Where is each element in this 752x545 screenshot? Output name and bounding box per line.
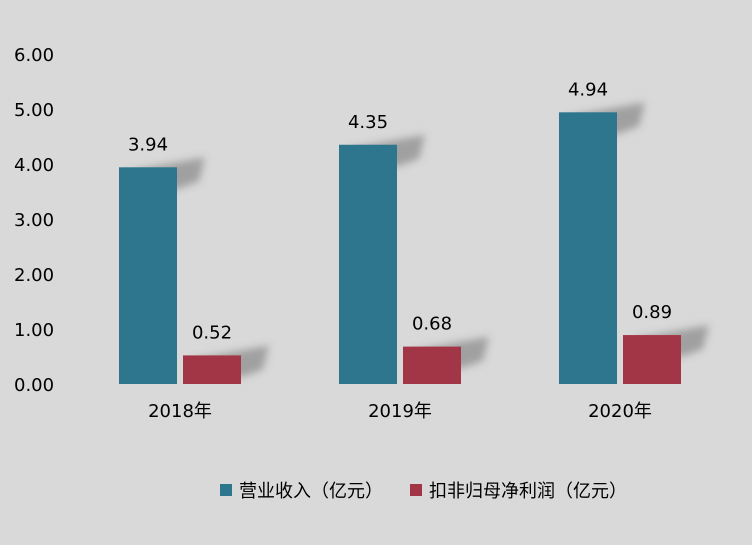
bar-net-profit (183, 355, 241, 384)
x-tick-label: 2020年 (588, 401, 652, 422)
x-tick-label: 2019年 (368, 401, 432, 422)
y-tick-label: 5.00 (14, 100, 54, 121)
legend-label-revenue: 营业收入（亿元） (239, 481, 383, 502)
bars (119, 112, 681, 385)
bar-revenue (559, 112, 617, 385)
legend: 营业收入（亿元） 扣非归母净利润（亿元） (220, 481, 627, 502)
y-tick-label: 0.00 (14, 375, 54, 396)
data-label: 0.89 (632, 302, 672, 323)
y-tick-label: 1.00 (14, 320, 54, 341)
legend-swatch-net-profit (410, 484, 422, 496)
bar-net-profit (623, 335, 681, 384)
data-label: 4.35 (348, 112, 388, 133)
y-tick-label: 6.00 (14, 45, 54, 66)
bar-net-profit (403, 346, 461, 384)
legend-swatch-revenue (220, 484, 232, 496)
bar-revenue (339, 144, 397, 384)
data-label: 3.94 (128, 134, 168, 155)
y-tick-label: 3.00 (14, 210, 54, 231)
data-labels: 3.94 0.52 4.35 0.68 4.94 0.89 (128, 79, 672, 343)
bar-revenue (119, 167, 177, 384)
data-label: 0.68 (412, 314, 452, 335)
y-tick-label: 2.00 (14, 265, 54, 286)
data-label: 4.94 (568, 79, 608, 100)
y-axis: 0.00 1.00 2.00 3.00 4.00 5.00 6.00 (14, 45, 54, 396)
y-tick-label: 4.00 (14, 155, 54, 176)
legend-label-net-profit: 扣非归母净利润（亿元） (429, 481, 627, 502)
data-label: 0.52 (192, 322, 232, 343)
x-tick-label: 2018年 (148, 401, 212, 422)
x-axis: 2018年 2019年 2020年 (148, 401, 652, 422)
